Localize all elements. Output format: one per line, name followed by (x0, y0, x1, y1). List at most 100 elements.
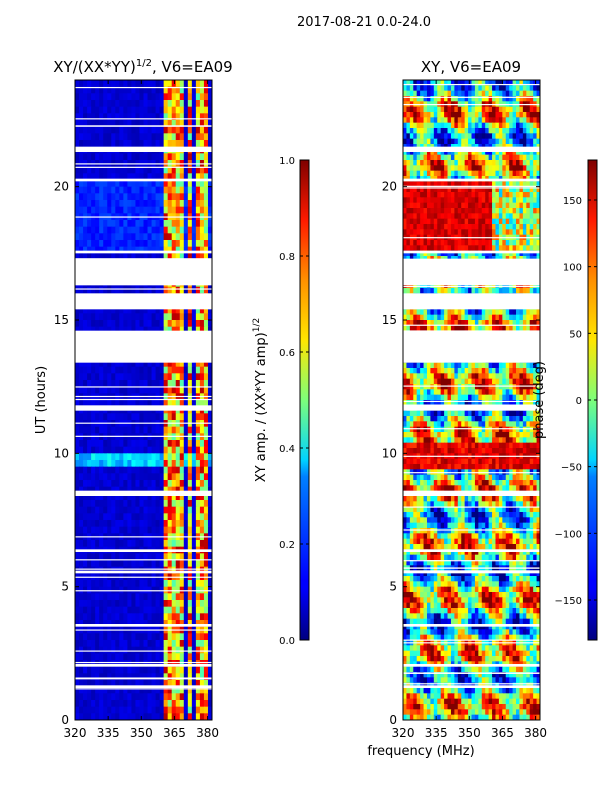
amplitude-cell (195, 693, 201, 701)
amplitude-cell (83, 640, 88, 648)
phase-cell (430, 133, 435, 140)
phase-cell (409, 154, 414, 161)
amplitude-cell (99, 673, 104, 681)
amplitude-cell (143, 560, 149, 568)
phase-cell (471, 106, 476, 113)
amplitude-cell (147, 473, 153, 481)
amplitude-cell (107, 93, 112, 101)
phase-cell (440, 186, 445, 193)
amplitude-cell (87, 426, 92, 434)
phase-cell (461, 90, 466, 97)
amplitude-cell (195, 166, 201, 174)
phase-cell (468, 181, 473, 188)
amplitude-cell (131, 520, 137, 528)
phase-cell (498, 250, 503, 257)
amplitude-cell (115, 500, 120, 508)
amplitude-cell (179, 466, 185, 474)
phase-cell (440, 208, 445, 214)
amplitude-cell (115, 140, 120, 148)
phase-cell (474, 218, 479, 225)
amplitude-x-tick-label: 320 (64, 726, 87, 740)
amplitude-cell (99, 580, 104, 588)
amplitude-cell (163, 580, 169, 588)
amplitude-cell (203, 433, 209, 441)
amplitude-cell (131, 640, 137, 648)
amplitude-cell (115, 93, 120, 101)
phase-cell (481, 181, 486, 188)
amplitude-cell (115, 226, 120, 234)
amplitude-cell (191, 680, 197, 688)
amplitude-cell (179, 506, 185, 514)
phase-cell (426, 85, 431, 92)
phase-cell (403, 250, 408, 257)
amplitude-cell (203, 220, 209, 228)
amplitude-cell (83, 200, 88, 208)
amplitude-cell (115, 513, 120, 521)
amplitude-cell (107, 613, 112, 621)
amplitude-cell (131, 700, 137, 708)
amplitude-cell (91, 126, 96, 134)
phase-cell (519, 245, 524, 252)
amplitude-gap-line (75, 163, 212, 165)
amplitude-cell (191, 500, 197, 508)
amplitude-cell (103, 180, 108, 188)
amplitude-cell (143, 246, 149, 254)
phase-cell (420, 181, 425, 188)
phase-cell (413, 154, 418, 161)
phase-cell (433, 218, 438, 225)
amplitude-cell (195, 113, 201, 121)
phase-cell (454, 138, 459, 145)
amplitude-cell (131, 620, 137, 628)
amplitude-cell (95, 506, 100, 514)
amplitude-cell (159, 360, 165, 368)
phase-cell (426, 250, 431, 257)
amplitude-cell (75, 306, 80, 314)
phase-cell (495, 213, 500, 220)
phase-cell (495, 181, 500, 188)
amplitude-cell (175, 233, 181, 241)
amplitude-cell (171, 480, 177, 488)
amplitude-cell (191, 166, 197, 174)
phase-cell (474, 112, 479, 118)
amplitude-cell (187, 386, 193, 394)
amplitude-cell (91, 253, 96, 261)
amplitude-cell (115, 520, 120, 528)
amplitude-cell (163, 413, 169, 421)
amplitude-cell (139, 520, 145, 528)
amplitude-cell (95, 373, 100, 381)
amplitude-cell (95, 253, 100, 261)
phase-cell (423, 160, 428, 166)
amplitude-cell (199, 540, 205, 548)
phase-cell (430, 128, 435, 134)
amplitude-cell (179, 666, 185, 674)
amplitude-cell (183, 106, 189, 114)
amplitude-cell (87, 140, 92, 148)
amplitude-cell (167, 633, 173, 641)
phase-cell (468, 122, 473, 129)
amplitude-cell (119, 553, 124, 561)
amplitude-y-tick-label: 0 (61, 713, 69, 727)
phase-cell (471, 192, 476, 198)
amplitude-cell (119, 640, 124, 648)
phase-cell (516, 96, 521, 102)
phase-cell (416, 117, 421, 124)
amplitude-cell (107, 640, 112, 648)
phase-cell (444, 192, 449, 198)
phase-cell (488, 149, 493, 156)
amplitude-cell (79, 113, 84, 121)
amplitude-cell (107, 413, 112, 421)
amplitude-cell (111, 446, 116, 454)
amplitude-cell (183, 540, 189, 548)
amplitude-cell (103, 240, 108, 248)
amplitude-cell (83, 306, 88, 314)
amplitude-cell (75, 473, 80, 481)
amplitude-cell (119, 446, 124, 454)
amplitude-cell (91, 240, 96, 248)
phase-cell (471, 160, 476, 166)
phase-cell (406, 202, 411, 209)
amplitude-cell (155, 186, 161, 194)
phase-cell (426, 245, 431, 252)
amplitude-cell (111, 413, 116, 421)
phase-cell (502, 154, 507, 161)
amplitude-cell (131, 80, 137, 88)
